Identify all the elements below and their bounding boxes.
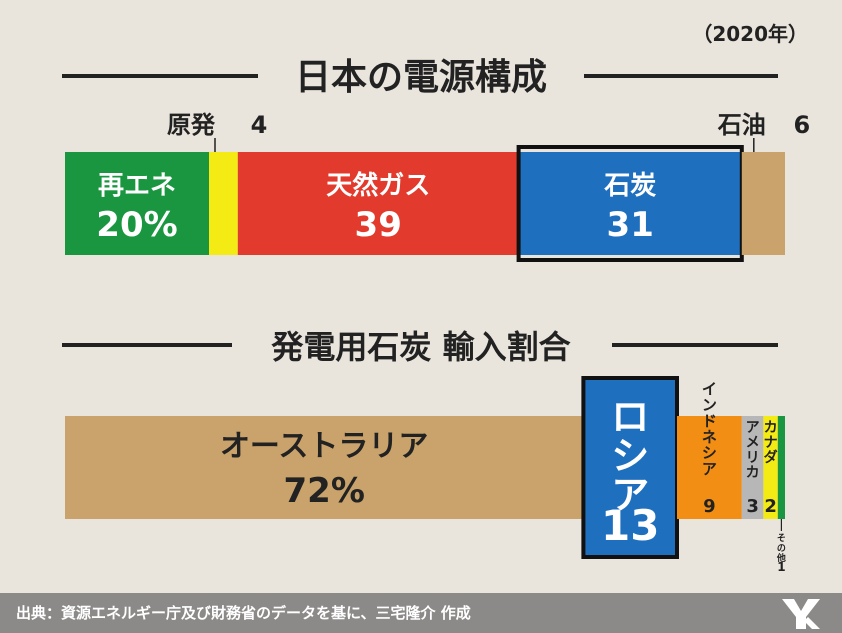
footer-source: 出典：資源エネルギー庁及び財務省のデータを基に、三宅隆介 作成	[16, 604, 471, 622]
bar-segment-2	[237, 152, 519, 255]
segment-value-2: 39	[355, 205, 402, 245]
segment-value-1: 4	[251, 111, 268, 139]
segment-label-0: オーストラリア	[220, 429, 429, 464]
bar-segment-0	[65, 416, 584, 519]
bar-segment-3	[518, 152, 742, 255]
segment-label-0: 再エネ	[98, 171, 176, 201]
segment-label-2: インドネシア	[702, 380, 717, 478]
segment-label-1: 原発	[167, 111, 216, 139]
segment-label-3: 石炭	[603, 171, 656, 201]
segment-value-4: 2	[764, 496, 777, 517]
segment-value-0: 20%	[96, 205, 177, 245]
bar-segment-1	[209, 152, 238, 255]
segment-value-5: 1	[777, 560, 785, 574]
bar-segment-4	[741, 152, 785, 255]
bar-segment-1	[581, 376, 680, 559]
segment-label-3: アメリカ	[746, 420, 760, 481]
chart2-title: 発電用石炭 輸入割合	[270, 328, 570, 366]
bar-segment-3	[741, 416, 764, 519]
segment-value-1: 13	[601, 501, 659, 550]
year-label: （2020年）	[692, 22, 808, 46]
segment-value-3: 3	[746, 496, 759, 517]
segment-value-4: 6	[793, 111, 810, 139]
segment-label-4: カナダ	[764, 420, 778, 466]
author-logo-icon	[782, 599, 820, 629]
bar-segment-0	[65, 152, 209, 255]
bar-segment-4	[763, 416, 778, 519]
segment-label-5: その他	[776, 533, 786, 564]
segment-value-2: 9	[703, 496, 716, 517]
chart1-bars: 再エネ 20% 原発 4 天然ガス 39 石炭 31 石油 6	[65, 111, 810, 262]
segment-label-2: 天然ガス	[326, 170, 430, 201]
segment-label-1: ロシア	[611, 395, 649, 517]
segment-value-3: 31	[607, 205, 654, 245]
bar-segment-2	[677, 416, 742, 519]
segment-label-4: 石油	[717, 111, 766, 139]
chart1-title: 日本の電源構成	[295, 57, 547, 98]
bar-segment-5	[777, 416, 785, 519]
segment-value-0: 72%	[284, 471, 365, 511]
footer-bar: 出典：資源エネルギー庁及び財務省のデータを基に、三宅隆介 作成	[0, 593, 842, 633]
